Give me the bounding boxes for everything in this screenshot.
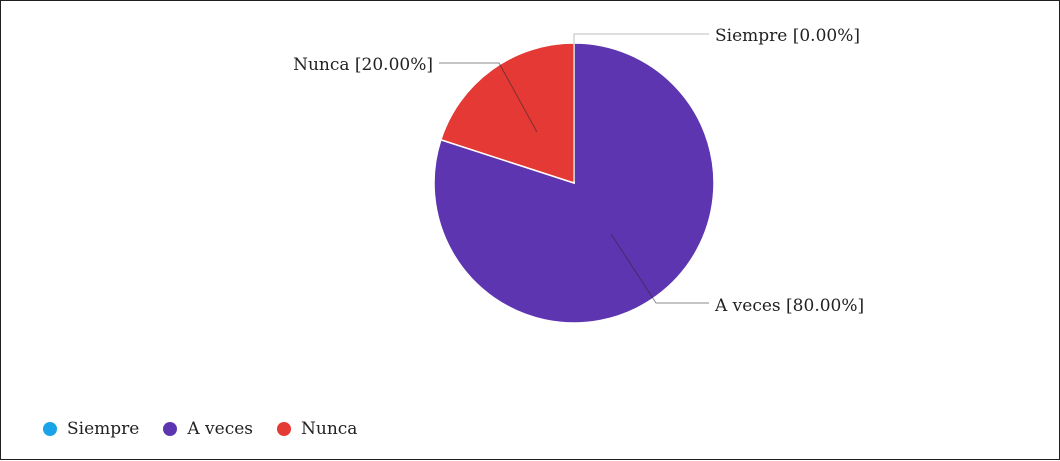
legend-item-nunca[interactable]: Nunca xyxy=(277,419,357,439)
chart-legend: Siempre A veces Nunca xyxy=(43,419,381,439)
legend-item-siempre[interactable]: Siempre xyxy=(43,419,139,439)
legend-swatch-a-veces xyxy=(163,422,178,436)
leader-line-a-veces xyxy=(610,233,709,304)
pie-slice-nunca[interactable] xyxy=(439,42,575,185)
legend-swatch-siempre xyxy=(43,422,57,436)
leader-lines xyxy=(439,33,709,304)
leader-line-siempre xyxy=(573,33,709,181)
legend-swatch-nunca xyxy=(277,422,291,436)
legend-label-a-veces: A veces xyxy=(187,419,253,439)
slice-label-nunca: Nunca [20.00%] xyxy=(293,55,433,75)
legend-label-nunca: Nunca xyxy=(301,419,358,439)
slice-label-a-veces: A veces [80.00%] xyxy=(714,296,864,316)
legend-label-siempre: Siempre xyxy=(67,419,140,439)
slice-label-siempre: Siempre [0.00%] xyxy=(715,26,860,46)
slice-labels: Siempre [0.00%] A veces [80.00%] Nunca [… xyxy=(293,26,864,316)
pie-slices xyxy=(433,42,715,324)
leader-line-nunca xyxy=(439,62,538,133)
legend-item-a-veces[interactable]: A veces xyxy=(163,419,253,439)
